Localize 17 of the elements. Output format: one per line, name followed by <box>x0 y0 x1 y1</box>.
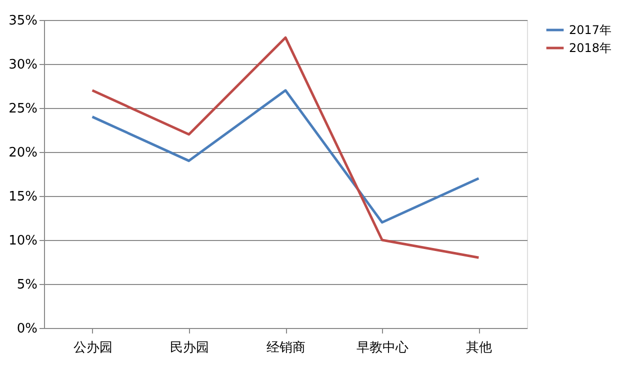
y-tick-label: 10% <box>8 234 38 248</box>
legend-label: 2018年 <box>569 41 612 55</box>
y-tick-label: 25% <box>8 102 38 116</box>
y-tick-label: 0% <box>16 322 38 336</box>
y-tick-label: 30% <box>8 58 38 72</box>
x-tick-label: 公办园 <box>73 340 112 356</box>
x-tick-label: 早教中心 <box>356 340 409 356</box>
legend-label: 2017年 <box>569 23 612 37</box>
x-tick-label: 民办园 <box>170 340 209 356</box>
y-tick-label: 35% <box>8 14 38 28</box>
line-series <box>91 89 480 224</box>
y-tick-label: 15% <box>8 190 38 204</box>
x-tick-label: 其他 <box>466 340 492 356</box>
line-series <box>91 36 480 259</box>
x-tick-label: 经销商 <box>266 340 306 356</box>
y-tick-label: 20% <box>8 146 38 160</box>
y-tick-label: 5% <box>16 278 38 292</box>
